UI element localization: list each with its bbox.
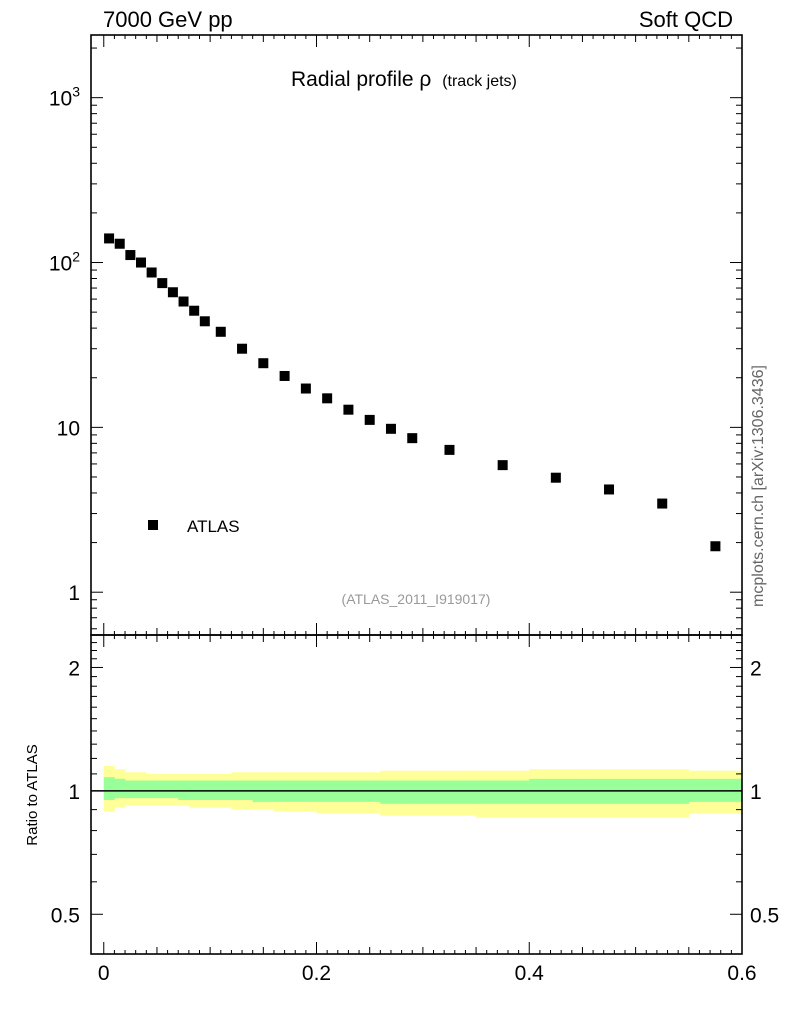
data-point: [604, 484, 615, 495]
energy-label: 7000 GeV pp: [103, 7, 233, 32]
plot-title-sub: (track jets): [442, 73, 517, 90]
main-panel-frame: [90, 34, 743, 636]
ratio-bands: [103, 765, 743, 818]
data-point: [657, 498, 668, 509]
data-point: [215, 326, 226, 337]
data-point: [136, 257, 146, 268]
x-tick-label: 0.4: [515, 962, 545, 985]
data-point: [178, 296, 189, 307]
side-label: mcplots.cern.ch [arXiv:1306.3436]: [750, 365, 767, 607]
ratio-y-tick-label-left: 1: [68, 781, 80, 804]
inner-band-segment: [156, 780, 168, 799]
data-point: [343, 404, 354, 415]
data-point: [407, 433, 418, 444]
data-markers: [104, 233, 721, 552]
inner-band-segment: [422, 780, 477, 804]
data-point: [199, 316, 210, 327]
data-point: [167, 287, 178, 298]
x-tick-label: 0: [98, 962, 110, 985]
legend-marker: [148, 520, 158, 530]
plot-title-main: Radial profile ρ: [291, 68, 431, 91]
data-point: [104, 233, 115, 244]
analysis-tag: (ATLAS_2011_I919017): [342, 591, 491, 607]
x-tick-label: 0.2: [302, 962, 331, 985]
inner-band-segment: [401, 780, 424, 804]
ratio-y-tick-label-right: 1: [750, 781, 762, 804]
inner-band-segment: [476, 780, 530, 804]
ratio-ylabel: Ratio to ATLAS: [24, 744, 41, 845]
data-point: [258, 358, 269, 369]
data-point: [157, 278, 168, 289]
data-point: [385, 423, 396, 434]
main-y-tick-label: 1: [68, 582, 80, 605]
inner-band-segment: [114, 778, 126, 799]
data-point: [146, 267, 157, 278]
inner-band-segment: [103, 777, 115, 800]
data-point: [364, 414, 375, 425]
inner-band-segment: [146, 780, 158, 799]
plot-title: Radial profile ρ (track jets): [291, 68, 517, 91]
main-y-tick-label: 10: [57, 417, 80, 440]
x-tick-label: 0.6: [727, 962, 756, 985]
data-point: [497, 460, 508, 471]
inner-band-segment: [125, 780, 137, 799]
data-point: [550, 472, 561, 483]
data-point: [300, 383, 311, 394]
inner-band-segment: [135, 780, 147, 799]
ratio-panel-frame: [90, 634, 743, 955]
data-point: [322, 393, 333, 404]
data-point: [710, 541, 721, 552]
data-point: [279, 370, 290, 381]
data-point: [237, 343, 248, 354]
main-y-tick-label: 103: [49, 84, 80, 111]
inner-band-segment: [380, 780, 402, 804]
data-point: [444, 444, 455, 455]
category-label: Soft QCD: [638, 7, 733, 32]
data-point: [125, 250, 136, 261]
data-point: [114, 238, 125, 249]
ratio-y-tick-label-right: 0.5: [750, 904, 779, 927]
ratio-y-tick-label-left: 2: [68, 657, 80, 680]
main-y-tick-label: 102: [49, 249, 80, 276]
inner-band-segment: [167, 780, 179, 799]
data-point: [189, 305, 200, 316]
ratio-y-tick-label-left: 0.5: [51, 904, 80, 927]
ratio-y-tick-label-right: 2: [750, 657, 762, 680]
tick-labels: 1 10 102 103 0.5 0.5 1 1 2 2 0 0.2 0.4 0.6: [49, 84, 779, 985]
legend-entry: ATLAS: [187, 517, 240, 536]
